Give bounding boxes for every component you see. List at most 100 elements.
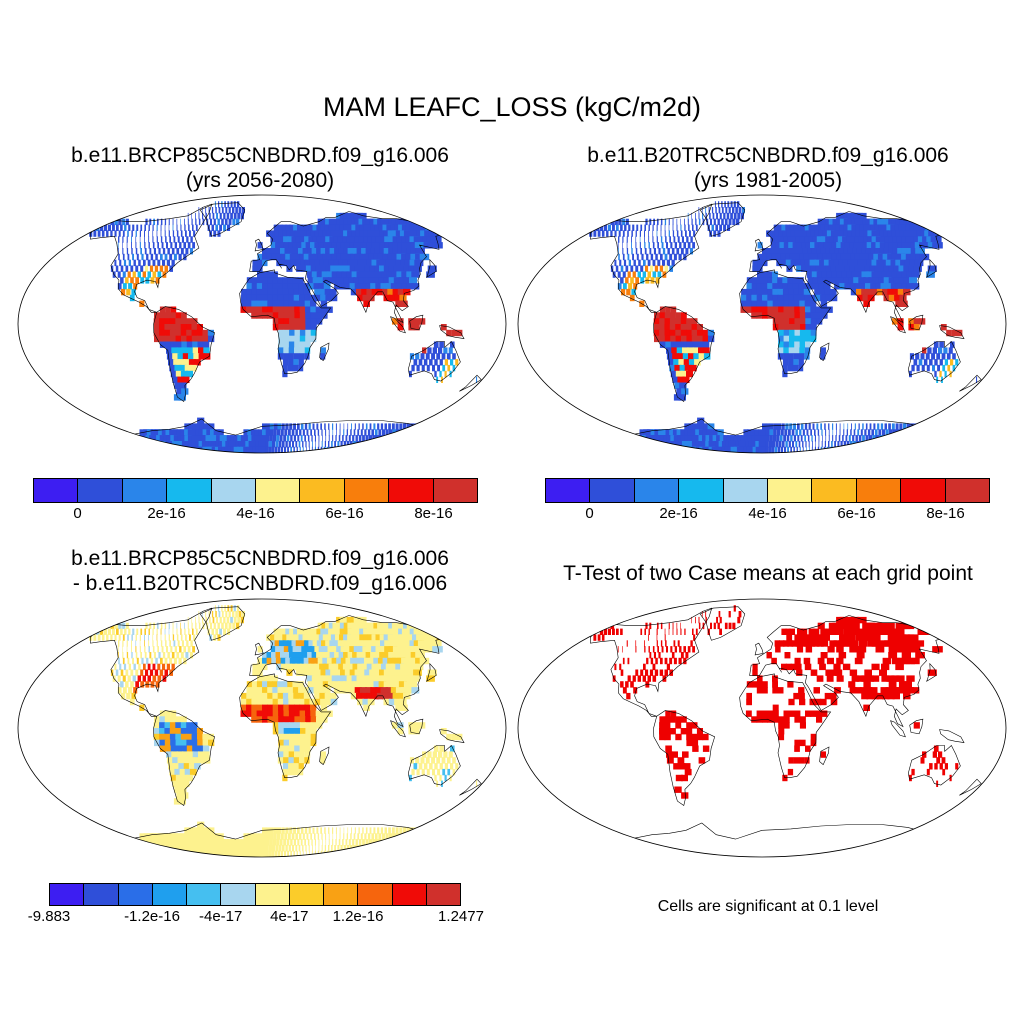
map-cell bbox=[381, 675, 390, 682]
map-cell bbox=[293, 294, 300, 302]
map-cell bbox=[159, 856, 170, 857]
map-cell bbox=[773, 423, 778, 430]
map-cell bbox=[185, 856, 195, 857]
colorbar-swatch bbox=[392, 884, 427, 905]
map-cell bbox=[172, 230, 175, 237]
map-cell bbox=[319, 663, 326, 671]
map-cell bbox=[132, 657, 134, 665]
map-cell bbox=[176, 388, 184, 395]
map-cell bbox=[388, 827, 391, 834]
map-cell bbox=[257, 646, 263, 653]
map-cell bbox=[319, 856, 322, 857]
map-cell bbox=[737, 616, 741, 624]
map-cell bbox=[805, 646, 813, 653]
map-cell bbox=[246, 692, 252, 700]
map-cell bbox=[839, 283, 847, 290]
map-cell bbox=[333, 640, 342, 647]
map-cell bbox=[866, 242, 876, 249]
map-cell bbox=[276, 839, 280, 846]
map-cell bbox=[230, 605, 233, 612]
map-cell bbox=[772, 710, 779, 717]
map-cell bbox=[138, 452, 151, 453]
map-cell bbox=[93, 634, 97, 641]
coastline-australia bbox=[407, 341, 461, 382]
map-cell bbox=[116, 224, 119, 231]
map-cell bbox=[762, 271, 768, 278]
map-cell bbox=[345, 839, 348, 846]
map-cell bbox=[794, 230, 801, 237]
map-cell bbox=[272, 692, 279, 700]
map-cell bbox=[830, 265, 838, 272]
map-cell bbox=[427, 669, 437, 676]
map-cell bbox=[782, 283, 789, 290]
map-cell bbox=[680, 446, 690, 453]
map-cell bbox=[290, 839, 293, 846]
map-cell bbox=[798, 288, 805, 296]
map-cell bbox=[821, 441, 823, 448]
map-cell bbox=[288, 294, 295, 302]
map-cell bbox=[378, 845, 383, 852]
map-cell bbox=[343, 441, 347, 448]
map-cell bbox=[686, 370, 693, 378]
map-cell bbox=[443, 347, 448, 354]
map-cell bbox=[125, 218, 129, 226]
map-cell bbox=[125, 441, 137, 448]
map-cell bbox=[353, 850, 357, 857]
map-cell bbox=[278, 845, 282, 852]
map-cell bbox=[617, 283, 622, 290]
map-cell bbox=[138, 441, 150, 448]
map-cell bbox=[797, 435, 800, 442]
map-cell bbox=[674, 786, 682, 793]
map-cell bbox=[185, 652, 189, 659]
map-cell bbox=[751, 300, 758, 307]
map-cell bbox=[288, 698, 295, 706]
map-cell bbox=[767, 710, 774, 717]
map-cell bbox=[417, 833, 423, 840]
map-cell bbox=[293, 698, 300, 706]
map-cell bbox=[325, 248, 333, 255]
map-cell bbox=[133, 259, 136, 267]
coastline-greenland bbox=[699, 202, 746, 237]
map-cell bbox=[350, 640, 359, 647]
map-cell bbox=[378, 441, 383, 448]
map-cell bbox=[946, 353, 951, 360]
map-cell bbox=[181, 312, 187, 319]
map-cell bbox=[811, 435, 813, 442]
map-cell bbox=[156, 634, 158, 641]
map-cell bbox=[258, 441, 263, 448]
map-cell bbox=[188, 628, 190, 635]
map-cell bbox=[850, 446, 854, 453]
map-cell bbox=[197, 821, 205, 828]
map-cell bbox=[891, 657, 901, 665]
map-cell bbox=[440, 728, 447, 735]
map-cell bbox=[305, 341, 311, 348]
map-cell bbox=[783, 640, 789, 647]
map-cell bbox=[425, 757, 430, 764]
map-cell bbox=[159, 733, 166, 741]
map-cell bbox=[903, 622, 915, 630]
map-cell bbox=[317, 429, 320, 436]
map-cell bbox=[656, 628, 658, 635]
map-cell bbox=[415, 248, 425, 255]
map-cell bbox=[794, 329, 801, 337]
map-cell bbox=[356, 271, 364, 278]
map-cell bbox=[648, 441, 659, 448]
map-cell bbox=[326, 657, 334, 665]
map-cell bbox=[824, 628, 832, 635]
map-cell bbox=[159, 710, 166, 717]
coastline-greenland bbox=[199, 606, 246, 641]
map-cell bbox=[153, 318, 160, 325]
map-cell bbox=[298, 283, 305, 290]
map-cell bbox=[754, 435, 760, 442]
map-cell bbox=[728, 622, 732, 630]
map-cell bbox=[778, 230, 784, 237]
map-cell bbox=[762, 429, 767, 436]
map-cell bbox=[665, 745, 672, 752]
map-cell bbox=[656, 640, 658, 647]
map-cell bbox=[416, 364, 420, 372]
map-cell bbox=[775, 242, 781, 249]
map-cell bbox=[292, 364, 299, 372]
map-cell bbox=[312, 224, 320, 231]
map-cell bbox=[824, 441, 826, 448]
map-cell bbox=[197, 452, 206, 453]
